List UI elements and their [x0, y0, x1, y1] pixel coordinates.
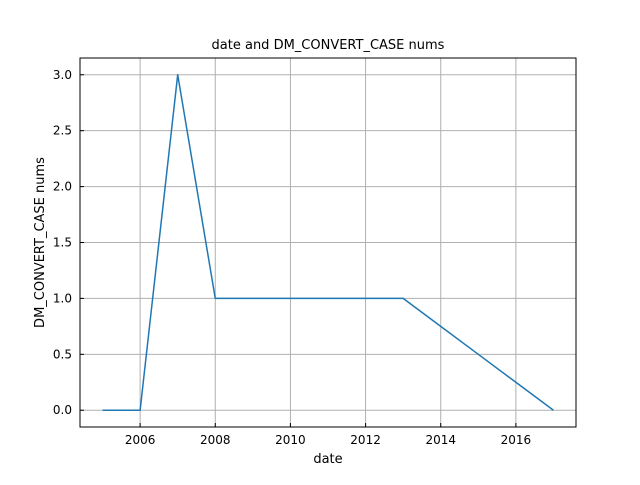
y-axis-ticks: 0.0 0.5 1.0 1.5 2.0 2.5 3.0	[53, 68, 84, 417]
y-tick-label: 0.5	[53, 347, 72, 361]
x-tick-label: 2008	[200, 433, 231, 447]
x-axis-label: date	[313, 452, 342, 467]
y-tick-label: 0.0	[53, 403, 72, 417]
y-axis-label: DM_CONVERT_CASE nums	[33, 157, 48, 328]
y-tick-label: 1.0	[53, 291, 72, 305]
x-axis-ticks: 2006 2008 2010 2012 2014 2016	[125, 423, 531, 447]
x-tick-label: 2006	[125, 433, 156, 447]
x-tick-label: 2010	[275, 433, 306, 447]
grid	[80, 58, 576, 427]
y-tick-label: 3.0	[53, 68, 72, 82]
y-tick-label: 1.5	[53, 236, 72, 250]
series-line	[102, 74, 554, 411]
y-tick-label: 2.0	[53, 180, 72, 194]
series-layer	[102, 74, 554, 411]
x-tick-label: 2014	[425, 433, 456, 447]
y-tick-label: 2.5	[53, 124, 72, 138]
x-tick-label: 2012	[350, 433, 381, 447]
plot-frame	[79, 57, 577, 428]
chart-title: date and DM_CONVERT_CASE nums	[212, 38, 445, 53]
x-tick-label: 2016	[501, 433, 532, 447]
